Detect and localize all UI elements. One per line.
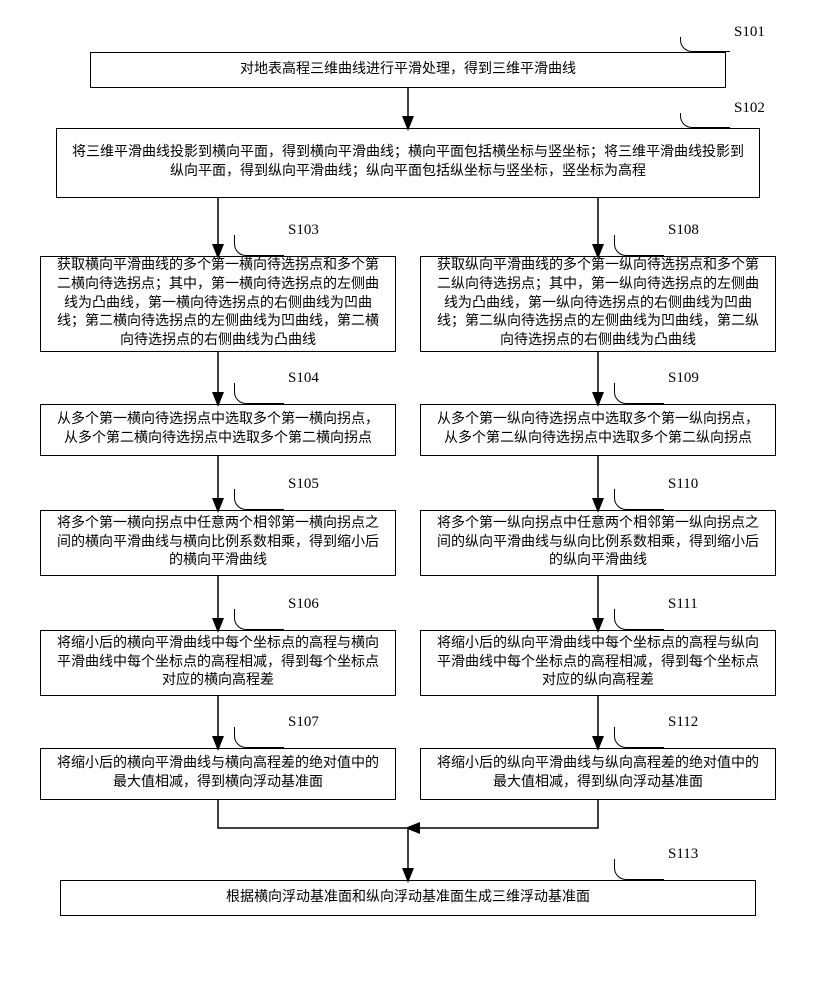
node-text: 将缩小后的横向平滑曲线与横向高程差的绝对值中的最大值相减，得到横向浮动基准面 — [51, 755, 385, 793]
label-hook — [680, 37, 730, 52]
label-hook — [234, 727, 284, 748]
label-hook — [614, 235, 664, 256]
node-s106: 将缩小后的横向平滑曲线中每个坐标点的高程与横向平滑曲线中每个坐标点的高程相减，得… — [40, 630, 396, 696]
node-text: 将多个第一纵向拐点中任意两个相邻第一纵向拐点之间的纵向平滑曲线与纵向比例系数相乘… — [431, 515, 765, 572]
flowchart-canvas: 对地表高程三维曲线进行平滑处理，得到三维平滑曲线 S101 将三维平滑曲线投影到… — [20, 20, 796, 980]
node-label-s102: S102 — [734, 100, 765, 117]
node-s113: 根据横向浮动基准面和纵向浮动基准面生成三维浮动基准面 — [60, 880, 756, 916]
node-label-s111: S111 — [668, 596, 698, 613]
label-hook — [680, 113, 730, 128]
node-s110: 将多个第一纵向拐点中任意两个相邻第一纵向拐点之间的纵向平滑曲线与纵向比例系数相乘… — [420, 510, 776, 576]
label-hook — [234, 383, 284, 404]
node-label-s106: S106 — [288, 596, 319, 613]
label-hook — [614, 859, 664, 880]
node-text: 对地表高程三维曲线进行平滑处理，得到三维平滑曲线 — [240, 61, 576, 80]
node-s101: 对地表高程三维曲线进行平滑处理，得到三维平滑曲线 — [90, 52, 726, 88]
node-text: 将多个第一横向拐点中任意两个相邻第一横向拐点之间的横向平滑曲线与横向比例系数相乘… — [51, 515, 385, 572]
node-s108: 获取纵向平滑曲线的多个第一纵向待选拐点和多个第二纵向待选拐点；其中，第一纵向待选… — [420, 256, 776, 352]
node-text: 将三维平滑曲线投影到横向平面，得到横向平滑曲线；横向平面包括横坐标与竖坐标；将三… — [67, 144, 749, 182]
label-hook — [614, 489, 664, 510]
label-hook — [614, 383, 664, 404]
node-s107: 将缩小后的横向平滑曲线与横向高程差的绝对值中的最大值相减，得到横向浮动基准面 — [40, 748, 396, 800]
node-text: 获取横向平滑曲线的多个第一横向待选拐点和多个第二横向待选拐点；其中，第一横向待选… — [51, 257, 385, 351]
label-hook — [614, 609, 664, 630]
node-text: 获取纵向平滑曲线的多个第一纵向待选拐点和多个第二纵向待选拐点；其中，第一纵向待选… — [431, 257, 765, 351]
node-label-s103: S103 — [288, 222, 319, 239]
node-s112: 将缩小后的纵向平滑曲线与纵向高程差的绝对值中的最大值相减，得到纵向浮动基准面 — [420, 748, 776, 800]
node-text: 根据横向浮动基准面和纵向浮动基准面生成三维浮动基准面 — [226, 889, 590, 908]
node-label-s105: S105 — [288, 476, 319, 493]
node-label-s107: S107 — [288, 714, 319, 731]
node-label-s112: S112 — [668, 714, 698, 731]
node-s102: 将三维平滑曲线投影到横向平面，得到横向平滑曲线；横向平面包括横坐标与竖坐标；将三… — [56, 128, 760, 198]
edge-s107-s113 — [218, 800, 408, 880]
node-s105: 将多个第一横向拐点中任意两个相邻第一横向拐点之间的横向平滑曲线与横向比例系数相乘… — [40, 510, 396, 576]
node-text: 从多个第一横向待选拐点中选取多个第一横向拐点，从多个第二横向待选拐点中选取多个第… — [51, 411, 385, 449]
node-s103: 获取横向平滑曲线的多个第一横向待选拐点和多个第二横向待选拐点；其中，第一横向待选… — [40, 256, 396, 352]
node-s104: 从多个第一横向待选拐点中选取多个第一横向拐点，从多个第二横向待选拐点中选取多个第… — [40, 404, 396, 456]
label-hook — [234, 235, 284, 256]
label-hook — [234, 489, 284, 510]
node-label-s108: S108 — [668, 222, 699, 239]
label-hook — [234, 609, 284, 630]
node-text: 将缩小后的横向平滑曲线中每个坐标点的高程与横向平滑曲线中每个坐标点的高程相减，得… — [51, 635, 385, 692]
label-hook — [614, 727, 664, 748]
edge-s112-s113 — [408, 800, 598, 828]
node-text: 将缩小后的纵向平滑曲线中每个坐标点的高程与纵向平滑曲线中每个坐标点的高程相减，得… — [431, 635, 765, 692]
node-label-s113: S113 — [668, 846, 698, 863]
node-text: 将缩小后的纵向平滑曲线与纵向高程差的绝对值中的最大值相减，得到纵向浮动基准面 — [431, 755, 765, 793]
node-text: 从多个第一纵向待选拐点中选取多个第一纵向拐点，从多个第二纵向待选拐点中选取多个第… — [431, 411, 765, 449]
node-label-s110: S110 — [668, 476, 698, 493]
node-label-s109: S109 — [668, 370, 699, 387]
node-s109: 从多个第一纵向待选拐点中选取多个第一纵向拐点，从多个第二纵向待选拐点中选取多个第… — [420, 404, 776, 456]
node-label-s104: S104 — [288, 370, 319, 387]
node-label-s101: S101 — [734, 24, 765, 41]
node-s111: 将缩小后的纵向平滑曲线中每个坐标点的高程与纵向平滑曲线中每个坐标点的高程相减，得… — [420, 630, 776, 696]
